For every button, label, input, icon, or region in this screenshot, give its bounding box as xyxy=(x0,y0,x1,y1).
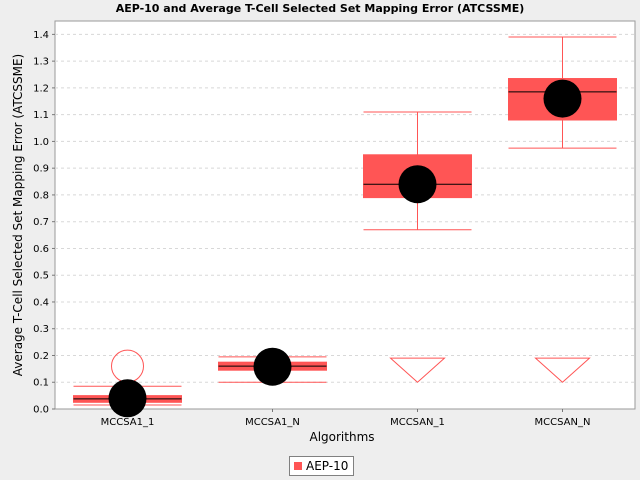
mean-marker xyxy=(253,347,292,386)
x-tick-label: MCCSA1_1 xyxy=(101,417,155,428)
chart-title: AEP-10 and Average T-Cell Selected Set M… xyxy=(116,2,525,15)
box-MCCSAN_N xyxy=(508,36,617,383)
y-tick-label: 0.3 xyxy=(33,324,49,335)
x-tick-label: MCCSAN_1 xyxy=(390,417,445,428)
y-tick-label: 0.1 xyxy=(33,378,49,389)
y-tick-label: 0.7 xyxy=(33,217,49,228)
mean-marker xyxy=(543,79,582,118)
y-tick-label: 0.8 xyxy=(33,190,49,201)
mean-marker xyxy=(398,165,437,204)
x-axis-label: Algorithms xyxy=(309,430,374,444)
mean-marker xyxy=(108,379,147,418)
y-tick-label: 0.9 xyxy=(33,164,49,175)
y-tick-label: 0.5 xyxy=(33,271,49,282)
y-tick-label: 0.4 xyxy=(33,297,49,308)
legend-label: AEP-10 xyxy=(306,459,349,473)
y-tick-label: 1.4 xyxy=(33,30,49,41)
gridlines xyxy=(55,33,635,383)
box-series xyxy=(73,36,617,418)
y-tick-label: 0.2 xyxy=(33,351,49,362)
x-tick-label: MCCSAN_N xyxy=(535,417,591,428)
box-MCCSA1_1 xyxy=(73,349,182,418)
legend: AEP-10 xyxy=(289,456,355,476)
x-tick-label: MCCSA1_N xyxy=(245,417,300,428)
y-axis-label: Average T-Cell Selected Set Mapping Erro… xyxy=(11,54,25,376)
y-tick-label: 1.0 xyxy=(33,137,49,148)
y-tick-label: 0.6 xyxy=(33,244,49,255)
y-tick-label: 1.1 xyxy=(33,110,49,121)
far-out-indicator xyxy=(534,357,591,383)
y-axis-ticks: 0.0 0.1 0.2 0.3 0.4 0.5 0.6 0.7 0.8 0.9 1.0 1.1 1.2 1… xyxy=(33,30,55,416)
far-out-indicator xyxy=(389,357,446,383)
box-MCCSA1_N xyxy=(218,347,327,386)
box-MCCSAN_1 xyxy=(363,111,472,383)
y-tick-label: 1.2 xyxy=(33,83,49,94)
legend-swatch xyxy=(294,462,302,470)
x-axis-ticks: MCCSA1_1 MCCSA1_N MCCSAN_1 MCCSAN_N xyxy=(101,409,591,428)
y-tick-label: 1.3 xyxy=(33,57,49,68)
y-tick-label: 0.0 xyxy=(33,405,49,416)
